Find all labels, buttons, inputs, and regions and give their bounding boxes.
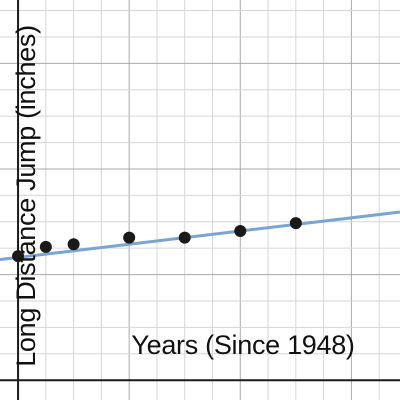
y-axis-title: Long Distance Jump (inches): [11, 25, 41, 367]
data-point: [289, 217, 302, 230]
data-point: [67, 238, 80, 251]
data-point: [39, 240, 52, 253]
trend-line: [0, 210, 400, 262]
x-axis-title: Years (Since 1948): [131, 330, 354, 360]
data-point: [234, 225, 247, 238]
data-point: [123, 231, 136, 244]
data-points: [12, 217, 302, 263]
data-point: [178, 231, 191, 244]
data-point: [12, 250, 25, 263]
